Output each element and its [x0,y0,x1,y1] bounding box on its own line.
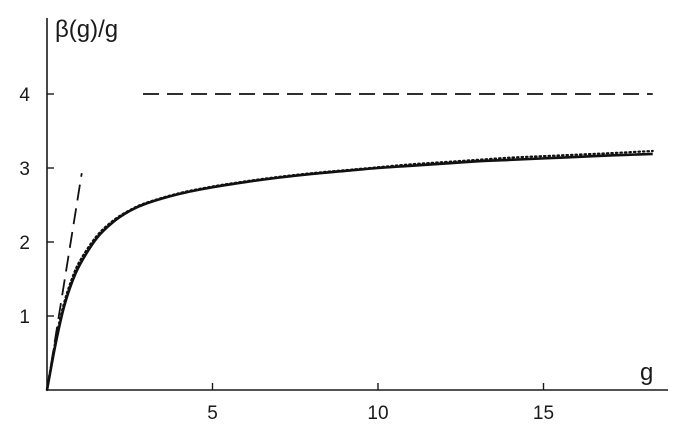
axes [46,18,668,391]
series-dashed-2 [46,173,83,391]
series-solid-0 [45,152,653,391]
y-axis-label: β(g)/g [55,16,118,43]
x-axis-label: g [640,359,653,386]
y-tick-label-4: 4 [19,85,30,106]
series-dotted-1 [45,149,654,392]
ticks: 5 10 15 1 2 3 4 [19,85,554,424]
y-tick-label-1: 1 [19,307,30,328]
x-tick-label-5: 5 [207,403,218,424]
y-tick-label-3: 3 [19,159,30,180]
series-layer [45,93,654,392]
x-tick-label-10: 10 [367,403,388,424]
y-tick-label-2: 2 [19,233,30,254]
x-tick-label-15: 15 [533,403,554,424]
